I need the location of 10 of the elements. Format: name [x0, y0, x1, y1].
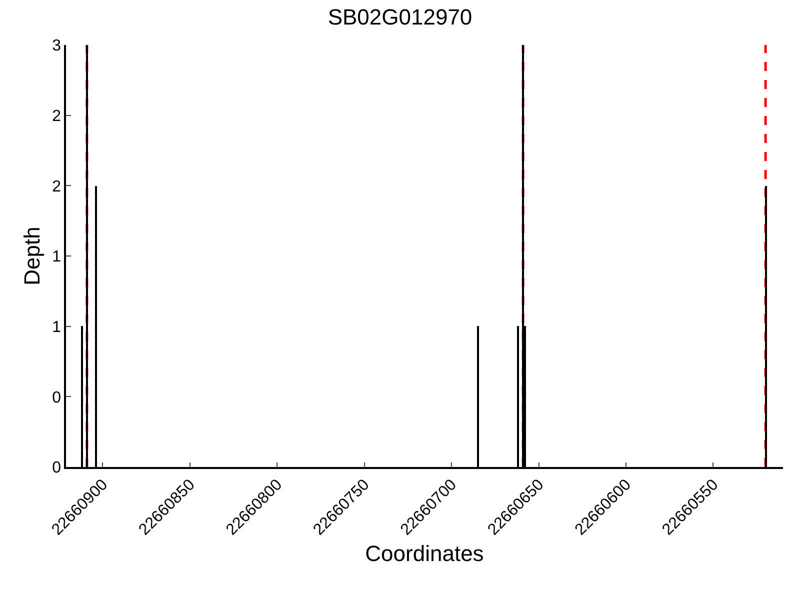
y-axis-title: Depth [19, 226, 44, 286]
y-tick-label: 2 [52, 178, 62, 196]
y-tick-label: 0 [52, 460, 62, 477]
y-tick-label: 1 [52, 248, 62, 266]
y-tick-label: 0 [52, 389, 62, 406]
y-tick-label: 1 [52, 318, 62, 336]
chart-title: SB02G012970 [328, 4, 472, 30]
y-tick-label: 2 [52, 108, 62, 125]
y-tick-label: 3 [52, 38, 62, 55]
x-axis-title: Coordinates [365, 541, 484, 566]
